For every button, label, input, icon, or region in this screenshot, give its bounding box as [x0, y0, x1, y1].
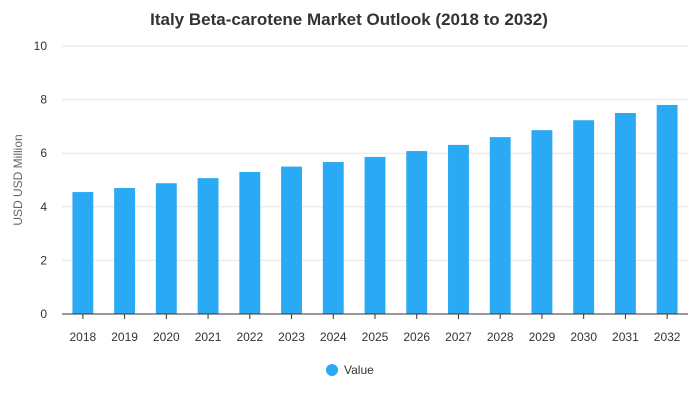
y-tick-label: 2: [40, 253, 47, 267]
x-tick-label: 2029: [529, 330, 556, 344]
y-tick-label: 4: [40, 200, 47, 214]
legend[interactable]: Value: [326, 363, 374, 377]
x-tick-label: 2027: [445, 330, 472, 344]
x-tick-label: 2028: [487, 330, 514, 344]
bars: [72, 104, 678, 315]
bar-2025[interactable]: [364, 156, 386, 314]
bar-2028[interactable]: [489, 137, 511, 314]
y-tick-label: 8: [40, 93, 47, 107]
bar-2022[interactable]: [239, 171, 261, 314]
x-tick-label: 2018: [70, 330, 97, 344]
x-tick-label: 2030: [570, 330, 597, 344]
x-tick-label: 2021: [195, 330, 222, 344]
axes: 0 2 4 6 8 10 2018 2019 2020 2021 2022 2023 2024 2025 2…: [34, 39, 688, 344]
legend-swatch[interactable]: [326, 364, 338, 376]
x-tick-label: 2023: [278, 330, 305, 344]
bar-2026[interactable]: [406, 151, 428, 314]
bar-2029[interactable]: [531, 130, 553, 314]
bar-2030[interactable]: [573, 120, 595, 315]
x-tick-label: 2032: [654, 330, 681, 344]
chart-title: Italy Beta-carotene Market Outlook (2018…: [150, 10, 548, 29]
legend-label-value[interactable]: Value: [344, 363, 374, 377]
y-tick-label: 10: [34, 39, 48, 53]
y-tick-label: 0: [40, 307, 47, 321]
x-tick-label: 2031: [612, 330, 639, 344]
x-tick-label: 2020: [153, 330, 180, 344]
bar-2032[interactable]: [656, 104, 678, 315]
bar-2020[interactable]: [155, 183, 177, 314]
bar-2027[interactable]: [448, 144, 469, 314]
bar-2031[interactable]: [614, 113, 636, 314]
x-tick-label: 2025: [362, 330, 389, 344]
bar-2018[interactable]: [72, 192, 94, 314]
bar-2019[interactable]: [114, 188, 136, 314]
bar-2021[interactable]: [197, 178, 219, 314]
x-tick-label: 2019: [111, 330, 138, 344]
x-tick-label: 2024: [320, 330, 347, 344]
x-tick-label: 2022: [236, 330, 263, 344]
x-tick-label: 2026: [403, 330, 430, 344]
y-tick-label: 6: [40, 146, 47, 160]
y-axis-label: USD USD Million: [11, 134, 25, 225]
bar-2024[interactable]: [322, 162, 344, 314]
bar-2023[interactable]: [281, 166, 302, 314]
